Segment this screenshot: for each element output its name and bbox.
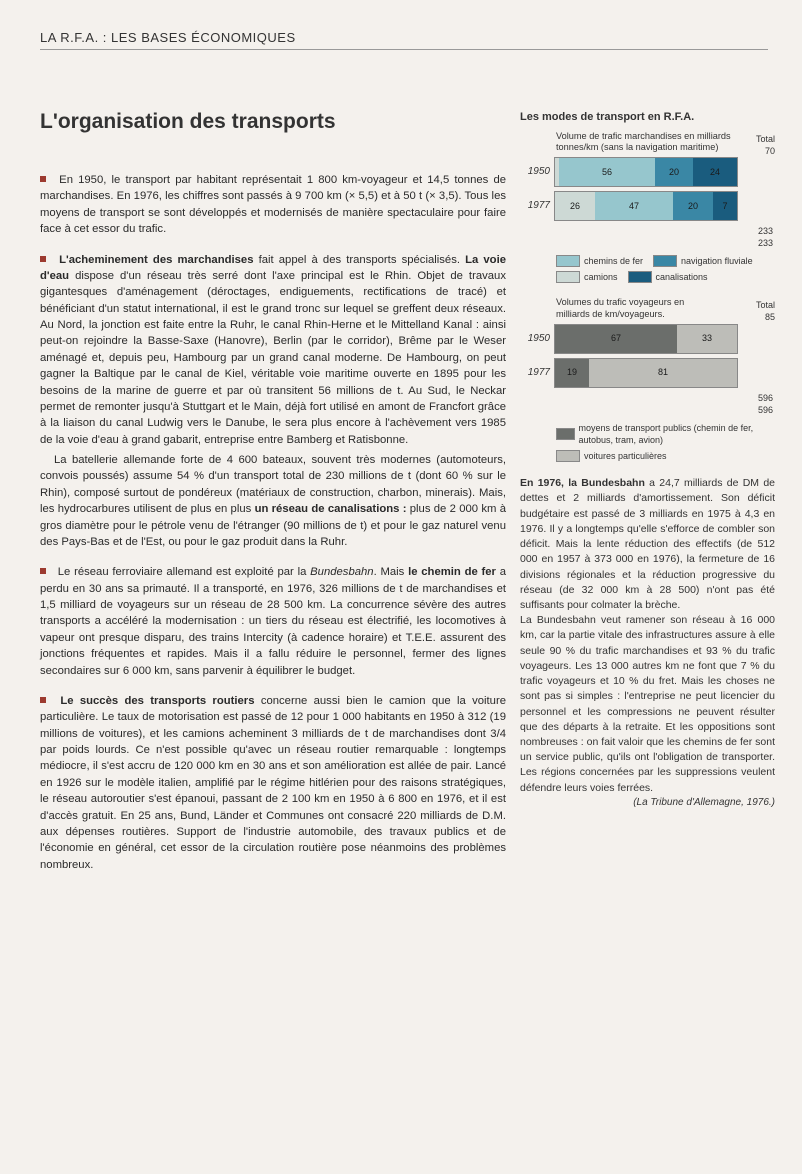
bar-total: 596 xyxy=(520,404,775,416)
bar: 2647207 xyxy=(554,191,738,221)
t: Bundesbahn xyxy=(310,566,373,578)
bar-total: 233 xyxy=(520,225,775,237)
t: . Mais xyxy=(374,566,409,578)
bar-segment: 67 xyxy=(555,325,677,353)
legend-label: camions xyxy=(584,271,618,283)
legend-swatch xyxy=(556,428,575,440)
legend-item: navigation fluviale xyxy=(653,255,753,267)
bar-total: 596 xyxy=(520,392,775,404)
passenger-caption: Volumes du trafic voyageurs en milliards… xyxy=(556,297,716,319)
para-4: Le succès des transports routiers concer… xyxy=(40,693,506,873)
legend-label: voitures particulières xyxy=(584,450,667,462)
legend-label: moyens de transport publics (chemin de f… xyxy=(579,422,776,446)
bar-segment: 24 xyxy=(693,158,737,186)
bar: 1981 xyxy=(554,358,738,388)
chart-bar-row: 19506733 xyxy=(520,324,775,354)
bar-year: 1950 xyxy=(520,332,554,346)
bar-total: 233 xyxy=(520,237,775,249)
content-columns: L'organisation des transports En 1950, l… xyxy=(40,110,768,887)
t: fait appel à des transports spécialisés. xyxy=(259,254,466,266)
bar: 562024 xyxy=(554,157,738,187)
t: dispose d'un réseau très serré dont l'ax… xyxy=(40,270,506,446)
bar-segment: 56 xyxy=(559,158,655,186)
sidebar-body2: La Bundesbahn veut ramener son réseau à … xyxy=(520,614,775,793)
t: un réseau de canalisations : xyxy=(255,503,410,515)
bar-segment: 33 xyxy=(677,325,737,353)
para-1-text: En 1950, le transport par habitant repré… xyxy=(40,174,506,235)
para-2: L'acheminement des marchandises fait app… xyxy=(40,252,506,449)
legend-item: moyens de transport publics (chemin de f… xyxy=(556,422,775,446)
t: a perdu en 30 ans sa primauté. Il a tran… xyxy=(40,566,506,676)
freight-total-0: 70 xyxy=(765,146,775,156)
page-header: LA R.F.A. : LES BASES ÉCONOMIQUES xyxy=(40,30,768,50)
legend-label: chemins de fer xyxy=(584,255,643,267)
passenger-total-0: 85 xyxy=(765,312,775,322)
legend-swatch xyxy=(556,255,580,267)
sidebar-paragraph: En 1976, la Bundesbahn a 24,7 milliards … xyxy=(520,476,775,796)
legend-item: canalisations xyxy=(628,271,708,283)
para-2-lead: L'acheminement des marchandises xyxy=(59,254,258,266)
bar-segment: 26 xyxy=(555,192,595,220)
bullet-icon xyxy=(40,256,46,262)
bar-segment: 7 xyxy=(713,192,737,220)
chart-bar-row: 1950562024 xyxy=(520,157,775,187)
t: Le succès des transports routiers xyxy=(60,695,260,707)
bar-segment: 19 xyxy=(555,359,589,387)
bar-segment: 81 xyxy=(589,359,737,387)
passenger-chart: Volumes du trafic voyageurs en milliards… xyxy=(520,297,775,462)
freight-legend: chemins de fer navigation fluviale camions… xyxy=(556,255,775,283)
para-3: Le réseau ferroviaire allemand est explo… xyxy=(40,564,506,679)
legend-swatch xyxy=(628,271,652,283)
bar-year: 1977 xyxy=(520,366,554,380)
bar-segment: 20 xyxy=(673,192,713,220)
legend-swatch xyxy=(556,271,580,283)
legend-swatch xyxy=(556,450,580,462)
bullet-icon xyxy=(40,697,46,703)
para-2b: La batellerie allemande forte de 4 600 b… xyxy=(40,452,506,550)
chart-bar-row: 19772647207 xyxy=(520,191,775,221)
legend-item: chemins de fer xyxy=(556,255,643,267)
freight-chart: Volume de trafic marchandises en milliar… xyxy=(520,131,775,284)
total-label: Total xyxy=(756,134,775,144)
legend-label: canalisations xyxy=(656,271,708,283)
chart-bar-row: 19771981 xyxy=(520,358,775,388)
sidebar-citation: (La Tribune d'Allemagne, 1976.) xyxy=(520,796,775,810)
bar-year: 1950 xyxy=(520,165,554,179)
bar-year: 1977 xyxy=(520,199,554,213)
bullet-icon xyxy=(40,568,46,574)
t: Le réseau ferroviaire allemand est explo… xyxy=(58,566,310,578)
bar-segment: 20 xyxy=(655,158,693,186)
legend-label: navigation fluviale xyxy=(681,255,753,267)
bar-segment: 47 xyxy=(595,192,673,220)
para-1: En 1950, le transport par habitant repré… xyxy=(40,172,506,238)
main-column: L'organisation des transports En 1950, l… xyxy=(40,110,506,887)
bullet-icon xyxy=(40,176,46,182)
legend-item: voitures particulières xyxy=(556,450,775,462)
sidebar-body1: a 24,7 milliards de DM de dettes et 2 mi… xyxy=(520,477,775,611)
t: le chemin de fer xyxy=(408,566,500,578)
legend-swatch xyxy=(653,255,677,267)
passenger-legend: moyens de transport publics (chemin de f… xyxy=(556,422,775,462)
total-label: Total xyxy=(756,300,775,310)
freight-caption: Volume de trafic marchandises en milliar… xyxy=(556,131,756,153)
side-column: Les modes de transport en R.F.A. Volume … xyxy=(520,110,775,887)
article-title: L'organisation des transports xyxy=(40,110,506,134)
t: concerne aussi bien le camion que la voi… xyxy=(40,695,506,871)
bar: 6733 xyxy=(554,324,738,354)
sidebar-lead: En 1976, la Bundesbahn xyxy=(520,477,645,489)
legend-item: camions xyxy=(556,271,618,283)
chart-heading: Les modes de transport en R.F.A. xyxy=(520,110,775,125)
